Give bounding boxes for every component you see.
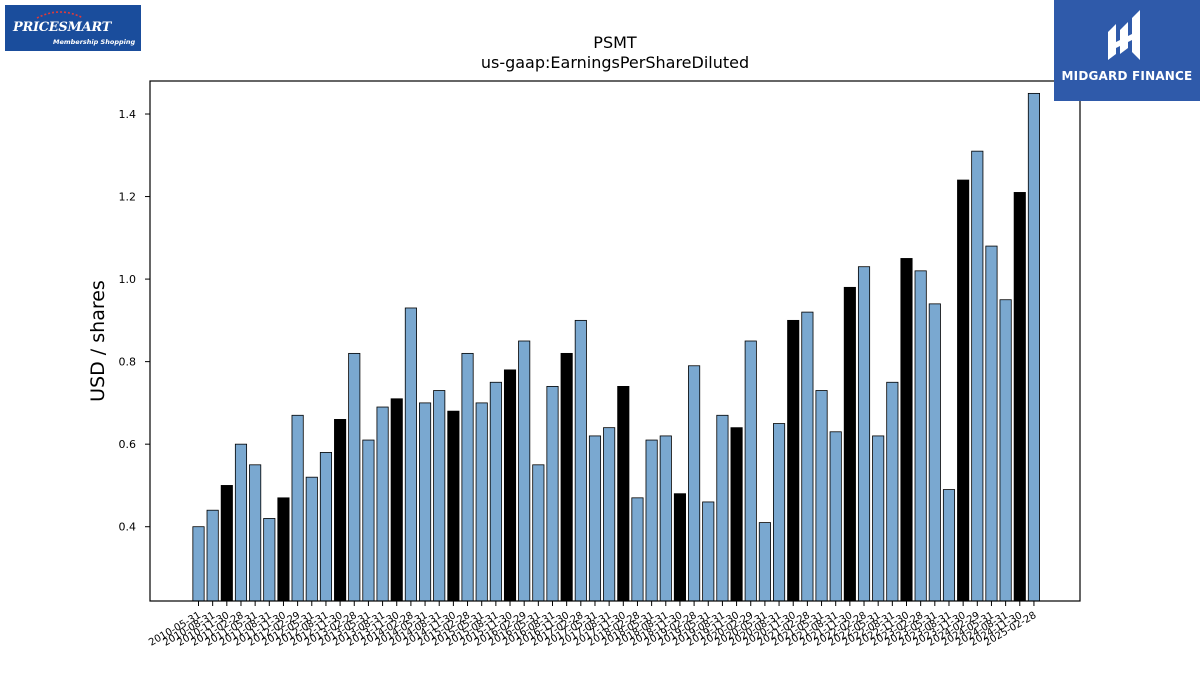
pricesmart-logo: PRICESMART Membership Shopping xyxy=(5,5,141,51)
bar xyxy=(631,497,644,602)
bar xyxy=(447,410,460,602)
bar xyxy=(857,266,871,602)
y-tick-label: 1.4 xyxy=(119,108,137,121)
bar xyxy=(815,390,828,602)
bar xyxy=(985,245,998,602)
bar xyxy=(999,299,1012,602)
y-tick-label: 0.4 xyxy=(119,521,137,534)
bar xyxy=(744,340,757,602)
bar xyxy=(503,369,517,602)
bar xyxy=(419,402,432,602)
bar xyxy=(560,352,573,602)
bar xyxy=(475,402,488,602)
x-axis: 2010-05-312010-08-312010-11-302011-02-28… xyxy=(147,601,1038,649)
bar xyxy=(305,476,318,602)
bar xyxy=(957,179,970,602)
bar xyxy=(532,464,545,602)
bar xyxy=(518,340,531,602)
bar xyxy=(277,497,290,602)
bar xyxy=(971,150,984,602)
bar xyxy=(263,518,276,602)
bar xyxy=(461,352,474,602)
bar xyxy=(801,311,814,602)
bar xyxy=(914,270,927,602)
bar xyxy=(1027,92,1040,602)
bar xyxy=(688,365,701,602)
bar xyxy=(234,443,248,602)
bar xyxy=(574,319,587,602)
bar xyxy=(404,307,417,602)
midgard-mark-icon xyxy=(1108,10,1140,60)
midgard-finance-logo: MIDGARD FINANCE xyxy=(1054,0,1200,101)
bar xyxy=(730,427,743,602)
bar xyxy=(433,390,446,602)
plot-frame xyxy=(149,80,1081,602)
bar xyxy=(206,509,219,602)
bar xyxy=(872,435,885,602)
logo-left-tagline: Membership Shopping xyxy=(53,38,136,46)
y-tick-label: 1.2 xyxy=(119,191,137,204)
bar xyxy=(1013,192,1026,602)
bar xyxy=(900,258,913,602)
bar xyxy=(659,435,672,602)
logo-arc-icon xyxy=(36,11,84,19)
bar xyxy=(362,439,375,602)
bar xyxy=(376,406,389,602)
bar xyxy=(348,352,361,602)
bar xyxy=(716,414,729,602)
bar xyxy=(886,381,899,602)
bar xyxy=(489,381,502,602)
bar xyxy=(942,489,956,602)
bar xyxy=(702,501,715,602)
bar xyxy=(192,526,205,602)
y-tick-label: 1.0 xyxy=(119,273,137,286)
bar xyxy=(673,493,686,602)
bar xyxy=(787,319,800,602)
chart-title: PSMT xyxy=(593,33,637,52)
chart-subtitle: us-gaap:EarningsPerShareDiluted xyxy=(481,53,749,72)
bar xyxy=(843,286,856,602)
bar xyxy=(220,485,233,602)
bar xyxy=(334,419,347,602)
bar xyxy=(758,522,771,602)
y-tick-label: 0.6 xyxy=(119,438,137,451)
bar xyxy=(588,435,602,602)
y-axis-label: USD / shares xyxy=(87,280,109,402)
bar xyxy=(546,385,559,602)
bar xyxy=(390,398,403,602)
logo-left-brand: PRICESMART xyxy=(13,20,112,35)
y-tick-label: 0.8 xyxy=(119,356,137,369)
bar xyxy=(829,431,842,602)
logo-right-name: MIDGARD FINANCE xyxy=(1061,69,1193,83)
bars-layer xyxy=(192,92,1040,602)
bar xyxy=(603,427,616,602)
bar xyxy=(249,464,262,602)
bar xyxy=(645,439,658,602)
bar xyxy=(291,414,304,602)
bar xyxy=(319,452,332,602)
y-axis: 0.4 0.6 0.8 1.0 1.2 1.4 xyxy=(119,108,150,534)
bar xyxy=(928,303,941,602)
bar xyxy=(617,385,630,602)
bar xyxy=(773,423,786,602)
